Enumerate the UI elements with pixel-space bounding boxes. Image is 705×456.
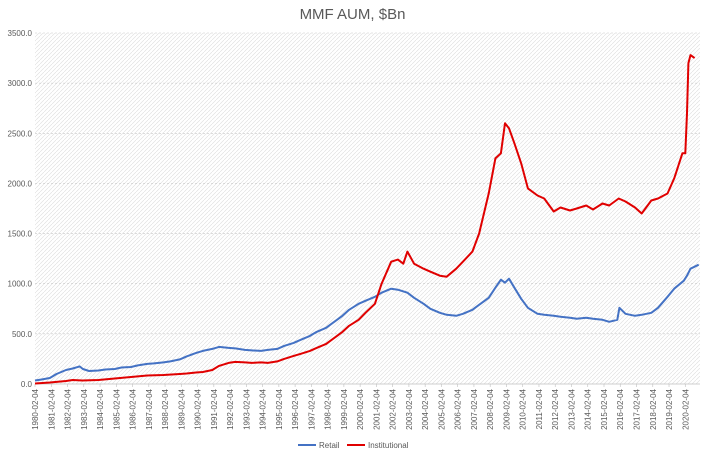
x-tick-label: 1983-02-04 xyxy=(80,388,89,429)
x-tick-label: 2006-02-04 xyxy=(454,388,463,429)
x-tick-label: 1982-02-04 xyxy=(64,388,73,429)
legend-label-retail: Retail xyxy=(319,441,340,450)
x-tick-label: 1989-02-04 xyxy=(177,388,186,429)
x-tick-label: 1984-02-04 xyxy=(96,388,105,429)
x-tick-label: 2004-02-04 xyxy=(421,388,430,429)
x-tick-label: 1999-02-04 xyxy=(340,388,349,429)
x-tick-label: 2018-02-04 xyxy=(649,388,658,429)
x-tick-label: 2007-02-04 xyxy=(470,388,479,429)
y-tick-label: 1500.0 xyxy=(8,230,33,239)
x-tick-label: 2005-02-04 xyxy=(437,388,446,429)
legend: Retail Institutional xyxy=(298,441,409,450)
x-tick-label: 2015-02-04 xyxy=(600,388,609,429)
x-tick-label: 2020-02-04 xyxy=(681,388,690,429)
y-tick-label: 1000.0 xyxy=(8,280,33,289)
series-line-institutional xyxy=(34,54,696,385)
x-tick-label: 1996-02-04 xyxy=(291,388,300,429)
x-tick-label: 2000-02-04 xyxy=(356,388,365,429)
grid-layer xyxy=(35,32,700,384)
x-tick-label: 1997-02-04 xyxy=(307,388,316,429)
series-layer xyxy=(34,54,700,385)
y-tick-label: 2500.0 xyxy=(8,129,33,138)
x-tick-label: 1992-02-04 xyxy=(226,388,235,429)
y-tick-label: 3500.0 xyxy=(8,29,33,38)
x-tick-label: 2011-02-04 xyxy=(535,388,544,429)
x-tick-label: 1986-02-04 xyxy=(129,388,138,429)
x-tick-label: 2001-02-04 xyxy=(372,388,381,429)
series-line-retail xyxy=(34,263,700,382)
x-tick-label: 2012-02-04 xyxy=(551,388,560,429)
x-tick-label: 1980-02-04 xyxy=(31,388,40,429)
y-tick-label: 2000.0 xyxy=(8,179,33,188)
x-tick-label: 1995-02-04 xyxy=(275,388,284,429)
x-tick-label: 1987-02-04 xyxy=(145,388,154,429)
x-tick-label: 2002-02-04 xyxy=(389,388,398,429)
x-tick-label: 2014-02-04 xyxy=(584,388,593,429)
plot-area xyxy=(35,33,700,384)
x-tick-label: 2010-02-04 xyxy=(519,388,528,429)
x-tick-label: 1994-02-04 xyxy=(259,388,268,429)
y-tick-label: 0.0 xyxy=(21,380,33,389)
x-tick-label: 2019-02-04 xyxy=(665,388,674,429)
x-tick-label: 1991-02-04 xyxy=(210,388,219,429)
x-tick-label: 2003-02-04 xyxy=(405,388,414,429)
x-tick-label: 2016-02-04 xyxy=(616,388,625,429)
x-tick-label: 2017-02-04 xyxy=(633,388,642,429)
x-tick-label: 1988-02-04 xyxy=(161,388,170,429)
x-tick-label: 1998-02-04 xyxy=(324,388,333,429)
y-tick-label: 3000.0 xyxy=(8,79,33,88)
x-tick-label: 2009-02-04 xyxy=(502,388,511,429)
x-tick-label: 1985-02-04 xyxy=(112,388,121,429)
x-tick-label: 2013-02-04 xyxy=(568,388,577,429)
x-tick-label: 2008-02-04 xyxy=(486,388,495,429)
x-tick-label: 1993-02-04 xyxy=(242,388,251,429)
chart-title: MMF AUM, $Bn xyxy=(299,6,406,23)
y-tick-label: 500.0 xyxy=(12,330,33,339)
x-tick-label: 1981-02-04 xyxy=(47,388,56,429)
legend-label-institutional: Institutional xyxy=(368,441,409,450)
x-tick-label: 1990-02-04 xyxy=(194,388,203,429)
axis-layer: 0.0 500.0 1000.0 1500.0 2000.0 2500.0 3000.0 35… xyxy=(8,29,700,430)
